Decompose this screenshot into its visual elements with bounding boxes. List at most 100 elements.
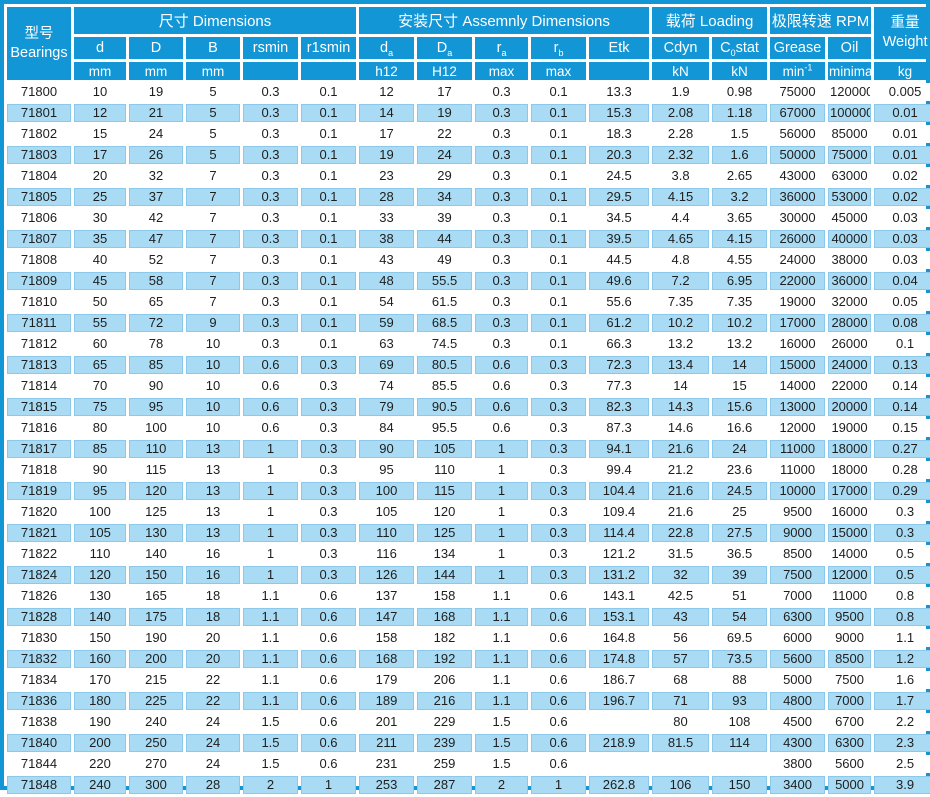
value-cell: 17 bbox=[359, 125, 415, 143]
value-cell: 0.3 bbox=[475, 104, 529, 122]
value-cell: 186.7 bbox=[589, 671, 650, 689]
value-cell: 218.9 bbox=[589, 734, 650, 752]
table-row: 71824 120 150 16 1 0.3 126 144 1 0.3 131.2 32 39 7500… bbox=[7, 566, 930, 584]
value-cell: 18000 bbox=[828, 440, 872, 458]
unit-etk-blank bbox=[589, 62, 650, 80]
value-cell: 0.3 bbox=[475, 125, 529, 143]
value-cell: 0.6 bbox=[243, 356, 298, 374]
value-cell: 0.3 bbox=[301, 377, 357, 395]
bearing-model-cell: 71817 bbox=[7, 440, 71, 458]
value-cell: 125 bbox=[417, 524, 473, 542]
value-cell: 10 bbox=[186, 398, 240, 416]
value-cell: 61.5 bbox=[417, 293, 473, 311]
value-cell: 16000 bbox=[770, 335, 826, 353]
value-cell: 1.1 bbox=[475, 608, 529, 626]
value-cell: 1.7 bbox=[874, 692, 930, 710]
value-cell: 168 bbox=[359, 650, 415, 668]
value-cell: 13 bbox=[186, 482, 240, 500]
value-cell: 1 bbox=[243, 566, 298, 584]
value-cell: 47 bbox=[129, 230, 183, 248]
value-cell: 36000 bbox=[828, 272, 872, 290]
value-cell: 110 bbox=[74, 545, 126, 563]
value-cell: 0.3 bbox=[243, 209, 298, 227]
value-cell: 1.5 bbox=[475, 713, 529, 731]
value-cell: 82.3 bbox=[589, 398, 650, 416]
header-group-row: 型号 Bearings 尺寸 Dimensions 安装尺寸 Assemnly … bbox=[7, 7, 930, 80]
value-cell: 21 bbox=[129, 104, 183, 122]
value-cell: 4300 bbox=[770, 734, 826, 752]
table-row: 71817 85 110 13 1 0.3 90 105 1 0.3 94.1 21.6 24 11000… bbox=[7, 440, 930, 458]
value-cell: 7 bbox=[186, 272, 240, 290]
bearing-model-cell: 71814 bbox=[7, 377, 71, 395]
value-cell: 0.29 bbox=[874, 482, 930, 500]
value-cell: 48 bbox=[359, 272, 415, 290]
value-cell: 10 bbox=[186, 419, 240, 437]
value-cell: 1.1 bbox=[243, 692, 298, 710]
value-cell bbox=[589, 713, 650, 731]
value-cell: 16.6 bbox=[712, 419, 768, 437]
value-cell: 42.5 bbox=[652, 587, 710, 605]
value-cell: 115 bbox=[417, 482, 473, 500]
value-cell: 79 bbox=[359, 398, 415, 416]
value-cell: 13000 bbox=[770, 398, 826, 416]
unit-min-inverse: min-1 bbox=[770, 62, 826, 80]
bearing-model-cell: 71804 bbox=[7, 167, 71, 185]
value-cell: 12 bbox=[74, 104, 126, 122]
value-cell: 105 bbox=[74, 524, 126, 542]
value-cell: 158 bbox=[359, 629, 415, 647]
value-cell: 6700 bbox=[828, 713, 872, 731]
value-cell: 2.32 bbox=[652, 146, 710, 164]
value-cell: 10 bbox=[186, 377, 240, 395]
bearing-model-cell: 71803 bbox=[7, 146, 71, 164]
value-cell: 4800 bbox=[770, 692, 826, 710]
value-cell: 120 bbox=[129, 482, 183, 500]
value-cell: 0.3 bbox=[243, 314, 298, 332]
value-cell: 24000 bbox=[828, 356, 872, 374]
value-cell: 0.3 bbox=[243, 272, 298, 290]
table-row: 71800 10 19 5 0.3 0.1 12 17 0.3 0.1 13.3 1.9 0.98 750… bbox=[7, 83, 930, 101]
value-cell: 0.6 bbox=[475, 377, 529, 395]
value-cell: 0.6 bbox=[301, 629, 357, 647]
table-row: 71809 45 58 7 0.3 0.1 48 55.5 0.3 0.1 49.6 7.2 6.95 2… bbox=[7, 272, 930, 290]
value-cell: 5600 bbox=[828, 755, 872, 773]
bearing-model-cell: 71819 bbox=[7, 482, 71, 500]
value-cell: 0.04 bbox=[874, 272, 930, 290]
value-cell: 24 bbox=[417, 146, 473, 164]
value-cell: 0.6 bbox=[301, 608, 357, 626]
value-cell: 1.5 bbox=[243, 713, 298, 731]
value-cell: 95 bbox=[74, 482, 126, 500]
value-cell: 28 bbox=[186, 776, 240, 794]
value-cell: 0.13 bbox=[874, 356, 930, 374]
value-cell: 0.1 bbox=[301, 293, 357, 311]
value-cell: 0.3 bbox=[531, 524, 587, 542]
value-cell: 1 bbox=[531, 776, 587, 794]
value-cell: 32 bbox=[652, 566, 710, 584]
value-cell: 1.1 bbox=[243, 650, 298, 668]
value-cell: 0.6 bbox=[475, 356, 529, 374]
value-cell: 0.02 bbox=[874, 167, 930, 185]
value-cell: 14 bbox=[712, 356, 768, 374]
value-cell: 1 bbox=[243, 503, 298, 521]
table-row: 71811 55 72 9 0.3 0.1 59 68.5 0.3 0.1 61.2 10.2 10.2… bbox=[7, 314, 930, 332]
value-cell: 120 bbox=[417, 503, 473, 521]
value-cell: 150 bbox=[712, 776, 768, 794]
value-cell: 85 bbox=[74, 440, 126, 458]
value-cell: 253 bbox=[359, 776, 415, 794]
value-cell: 7000 bbox=[770, 587, 826, 605]
value-cell: 17 bbox=[417, 83, 473, 101]
value-cell: 105 bbox=[359, 503, 415, 521]
value-cell: 1 bbox=[243, 482, 298, 500]
value-cell: 34.5 bbox=[589, 209, 650, 227]
value-cell: 90 bbox=[74, 461, 126, 479]
value-cell: 120 bbox=[74, 566, 126, 584]
value-cell: 12000 bbox=[770, 419, 826, 437]
value-cell: 126 bbox=[359, 566, 415, 584]
col-header-oil: Oil bbox=[828, 37, 872, 59]
value-cell: 11000 bbox=[770, 461, 826, 479]
bearing-model-cell: 71840 bbox=[7, 734, 71, 752]
value-cell: 7.35 bbox=[712, 293, 768, 311]
col-header-weight-zh: 重量 bbox=[890, 15, 920, 32]
value-cell: 0.1 bbox=[531, 209, 587, 227]
value-cell: 73.5 bbox=[712, 650, 768, 668]
value-cell: 69.5 bbox=[712, 629, 768, 647]
